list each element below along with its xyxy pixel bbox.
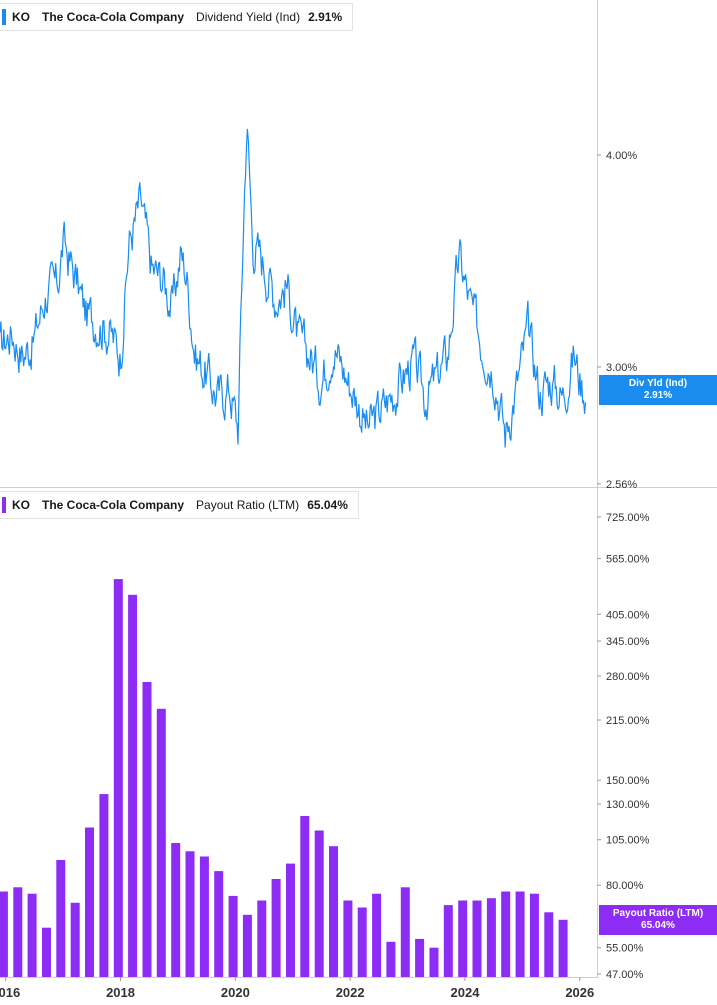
time-x-axis: 2016 2018 2020 2022 2024 2026: [0, 977, 594, 1000]
y-tick-label: 725.00%: [606, 512, 650, 524]
payout-ratio-bar: [13, 887, 23, 977]
payout-ratio-bar: [329, 846, 338, 977]
dividend-yield-line: [0, 128, 587, 448]
payout-ratio-bar: [357, 907, 367, 977]
payout-ratio-bar: [228, 895, 238, 977]
payout-ratio-bar: [501, 891, 511, 977]
legend-ticker: KO: [12, 498, 30, 512]
tag-label: Payout Ratio (LTM): [612, 908, 704, 919]
payout-ratio-bar: [372, 893, 382, 977]
payout-ratio-bar: [199, 856, 209, 977]
payout-ratio-chart: [0, 579, 568, 977]
payout-ratio-bar: [443, 905, 453, 977]
legend-company: The Coca-Cola Company: [42, 10, 185, 24]
x-tick-label: 2020: [221, 985, 250, 1000]
payout-ratio-bar: [343, 900, 353, 977]
payout-ratio-bar: [257, 900, 267, 977]
y-tick-label: 405.00%: [606, 609, 650, 621]
payout-ratio-bar: [314, 830, 324, 977]
y-tick-label: 47.00%: [606, 969, 644, 981]
dividend-yield-swatch: [2, 9, 6, 25]
payout-ratio-swatch: [2, 497, 6, 513]
y-tick-label: 80.00%: [606, 880, 644, 892]
y-tick-label: 150.00%: [606, 775, 650, 787]
payout-ratio-bar: [271, 879, 281, 977]
legend-ticker: KO: [12, 10, 30, 24]
y-tick-label: 215.00%: [606, 715, 650, 727]
payout-ratio-bar: [515, 891, 525, 977]
legend-value: 2.91%: [308, 10, 343, 24]
dividend-yield-y-axis: 4.00% 3.00% 2.56%: [597, 150, 637, 491]
legend-company: The Coca-Cola Company: [42, 498, 185, 512]
y-tick-label: 2.56%: [606, 479, 637, 491]
tag-label: Div Yld (Ind): [628, 378, 688, 389]
payout-ratio-bar: [70, 902, 80, 977]
y-tick-label: 105.00%: [606, 835, 650, 847]
payout-ratio-bar: [486, 898, 496, 977]
x-tick-label: 2018: [106, 985, 135, 1000]
payout-ratio-value-tag: Payout Ratio (LTM) 65.04%: [599, 905, 717, 935]
payout-ratio-bar: [429, 947, 439, 977]
dividend-yield-legend[interactable]: KO The Coca-Cola Company Dividend Yield …: [0, 3, 354, 31]
payout-ratio-bar: [142, 682, 152, 977]
payout-ratio-bar: [156, 708, 166, 977]
payout-ratio-bar: [558, 919, 568, 977]
tag-value: 2.91%: [643, 390, 673, 401]
payout-ratio-bar: [472, 900, 482, 977]
payout-ratio-bar: [529, 893, 539, 977]
payout-ratio-bar: [113, 579, 123, 977]
legend-metric: Dividend Yield (Ind): [196, 10, 301, 24]
x-tick-label: 2024: [451, 985, 481, 1000]
legend-value: 65.04%: [307, 498, 348, 512]
payout-ratio-bar: [458, 900, 468, 977]
payout-ratio-bar: [0, 891, 8, 977]
payout-ratio-bar: [185, 851, 195, 977]
payout-ratio-bar: [415, 938, 425, 977]
chart-frame: [0, 0, 717, 978]
payout-ratio-bar: [300, 816, 310, 977]
y-tick-label: 55.00%: [606, 943, 644, 955]
payout-ratio-bar: [242, 914, 252, 977]
y-tick-label: 280.00%: [606, 671, 650, 683]
payout-ratio-bar: [214, 871, 224, 977]
payout-ratio-bar: [56, 860, 66, 977]
payout-ratio-bar: [42, 927, 51, 977]
payout-ratio-bar: [286, 863, 295, 977]
payout-ratio-bar: [386, 941, 396, 977]
y-tick-label: 565.00%: [606, 554, 650, 566]
y-tick-label: 3.00%: [606, 362, 637, 374]
x-tick-label: 2016: [0, 985, 20, 1000]
dividend-yield-chart: [0, 128, 587, 448]
payout-ratio-bar: [400, 887, 410, 977]
payout-ratio-bar: [128, 594, 138, 977]
legend-metric: Payout Ratio (LTM): [196, 498, 300, 512]
dividend-yield-value-tag: Div Yld (Ind) 2.91%: [599, 375, 717, 405]
y-tick-label: 4.00%: [606, 150, 637, 162]
y-tick-label: 345.00%: [606, 636, 650, 648]
tag-value: 65.04%: [641, 920, 675, 931]
payout-ratio-bar: [99, 794, 109, 977]
payout-ratio-y-axis: 725.00% 565.00% 405.00% 345.00% 280.00% 215.0…: [597, 512, 650, 981]
x-tick-label: 2022: [336, 985, 365, 1000]
payout-ratio-bar: [544, 912, 554, 977]
payout-ratio-bar: [27, 893, 37, 977]
y-tick-label: 130.00%: [606, 799, 650, 811]
payout-ratio-bar: [171, 843, 181, 977]
payout-ratio-legend[interactable]: KO The Coca-Cola Company Payout Ratio (L…: [0, 491, 359, 519]
payout-ratio-bar: [85, 827, 94, 977]
x-tick-label: 2026: [565, 985, 594, 1000]
